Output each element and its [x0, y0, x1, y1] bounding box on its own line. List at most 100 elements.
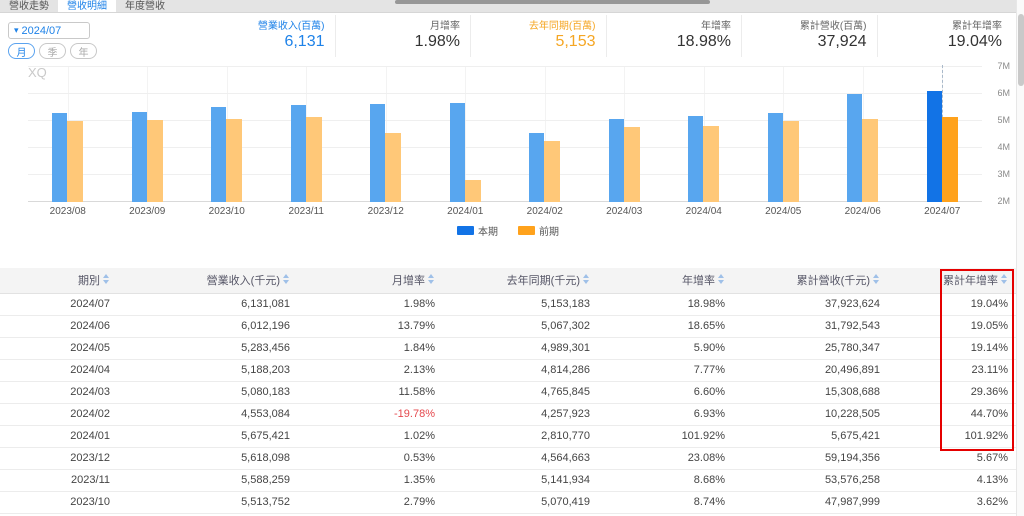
stat-label: 營業收入(百萬) [257, 21, 325, 32]
period-button-0[interactable]: 月 [8, 43, 35, 59]
column-header-3[interactable]: 去年同期(千元) [443, 268, 598, 294]
cell-3-4: 7.77% [598, 359, 733, 382]
period-button-1[interactable]: 季 [39, 43, 66, 59]
bar-previous-2023/09[interactable] [146, 119, 163, 202]
bar-previous-2024/07[interactable] [941, 116, 958, 202]
cell-4-4: 6.60% [598, 381, 733, 404]
bar-previous-2024/05[interactable] [782, 121, 799, 202]
cell-0-5: 37,923,624 [733, 293, 888, 316]
bar-previous-2023/08[interactable] [67, 120, 84, 202]
bar-current-2024/06[interactable] [847, 93, 863, 202]
tab-1[interactable]: 營收明細 [58, 0, 116, 12]
x-label-2024/05: 2024/05 [765, 206, 802, 217]
revenue-table: 期別 營業收入(千元) 月增率 去年同期(千元) 年增率 累計營收(千元) 累計年增率 20… [0, 268, 1016, 514]
table-row-2024/07[interactable]: 2024/07 6,131,081 1.98% 5,153,183 18.98% 37,9… [0, 293, 1016, 316]
bar-current-2024/02[interactable] [529, 133, 545, 202]
gridline-4M: 4M [28, 142, 1010, 152]
x-label-2023/12: 2023/12 [367, 206, 404, 217]
column-header-4[interactable]: 年增率 [598, 268, 733, 294]
y-tick-label: 5M [997, 115, 1010, 125]
bar-previous-2023/12[interactable] [385, 132, 402, 202]
cell-0-0: 2024/07 [0, 293, 118, 316]
table-row-2024/04[interactable]: 2024/04 5,188,203 2.13% 4,814,286 7.77% 20,49… [0, 359, 1016, 382]
legend-swatch [457, 226, 474, 235]
vertical-scrollbar[interactable] [1016, 0, 1024, 516]
bar-current-2024/05[interactable] [767, 113, 783, 202]
chart-group-2023/08 [28, 67, 108, 202]
stat-cell-5: 累計年增率 19.04% [878, 15, 1013, 57]
period-select[interactable]: ▾ 2024/07 [8, 22, 90, 39]
cell-5-1: 4,553,084 [118, 403, 298, 426]
y-tick-label: 4M [997, 142, 1010, 152]
cell-9-0: 2023/10 [0, 491, 118, 514]
table-row-2023/10[interactable]: 2023/10 5,513,752 2.79% 5,070,419 8.74% 47,98… [0, 491, 1016, 514]
column-header-1[interactable]: 營業收入(千元) [118, 268, 298, 294]
bar-previous-2024/03[interactable] [623, 127, 640, 202]
gridline-2M: 2M [28, 196, 1010, 206]
x-label-2023/08: 2023/08 [49, 206, 86, 217]
bar-current-2023/12[interactable] [370, 104, 386, 202]
cell-2-1: 5,283,456 [118, 337, 298, 360]
cell-1-4: 18.65% [598, 315, 733, 338]
bar-current-2023/10[interactable] [211, 107, 227, 202]
bar-current-2023/11[interactable] [290, 105, 306, 202]
cell-6-6: 101.92% [888, 425, 1016, 448]
cell-8-6: 4.13% [888, 469, 1016, 492]
bar-previous-2024/04[interactable] [703, 126, 720, 202]
table-row-2024/03[interactable]: 2024/03 5,080,183 11.58% 4,765,845 6.60% 15,3… [0, 381, 1016, 404]
bar-previous-2024/01[interactable] [464, 180, 481, 202]
column-header-label: 去年同期(千元) [506, 275, 580, 288]
bar-previous-2024/02[interactable] [544, 140, 561, 202]
chart-x-labels: 2023/08 2023/09 2023/10 2023/11 2023/12 2024/… [28, 206, 982, 217]
legend-item-1[interactable]: 前期 [518, 223, 559, 238]
bar-previous-2023/11[interactable] [305, 117, 322, 202]
cell-3-3: 4,814,286 [443, 359, 598, 382]
cell-0-3: 5,153,183 [443, 293, 598, 316]
cell-8-3: 5,141,934 [443, 469, 598, 492]
column-header-5[interactable]: 累計營收(千元) [733, 268, 888, 294]
stat-value: 5,153 [555, 33, 596, 50]
cell-2-3: 4,989,301 [443, 337, 598, 360]
column-header-label: 月增率 [392, 275, 425, 288]
tab-0[interactable]: 營收走勢 [9, 1, 49, 12]
bar-previous-2023/10[interactable] [226, 119, 243, 202]
cell-4-2: 11.58% [298, 381, 443, 404]
cell-1-6: 19.05% [888, 315, 1016, 338]
table-row-2024/05[interactable]: 2024/05 5,283,456 1.84% 4,989,301 5.90% 25,78… [0, 337, 1016, 360]
bar-current-2023/08[interactable] [52, 113, 68, 202]
table-row-2024/02[interactable]: 2024/02 4,553,084 -19.78% 4,257,923 6.93% 10,… [0, 403, 1016, 426]
stat-cell-2: 去年同期(百萬) 5,153 [471, 15, 607, 57]
table-row-2023/11[interactable]: 2023/11 5,588,259 1.35% 5,141,934 8.68% 53,57… [0, 469, 1016, 492]
x-label-2024/06: 2024/06 [844, 206, 881, 217]
horizontal-scrollbar-thumb[interactable] [395, 0, 710, 4]
gridline-3M: 3M [28, 169, 1010, 179]
cell-4-0: 2024/03 [0, 381, 118, 404]
vertical-scrollbar-thumb[interactable] [1018, 14, 1024, 86]
column-header-6[interactable]: 累計年增率 [888, 268, 1016, 294]
period-button-2[interactable]: 年 [70, 43, 97, 59]
bar-current-2024/04[interactable] [688, 115, 704, 202]
column-header-2[interactable]: 月增率 [298, 268, 443, 294]
column-header-0[interactable]: 期別 [0, 268, 118, 294]
table-row-2023/12[interactable]: 2023/12 5,618,098 0.53% 4,564,663 23.08% 59,1… [0, 447, 1016, 470]
table-row-2024/01[interactable]: 2024/01 5,675,421 1.02% 2,810,770 101.92% 5,6… [0, 425, 1016, 448]
legend-label: 本期 [478, 227, 498, 238]
revenue-table-wrap: 期別 營業收入(千元) 月增率 去年同期(千元) 年增率 累計營收(千元) 累計年增率 20… [0, 268, 1016, 514]
cell-2-0: 2024/05 [0, 337, 118, 360]
bar-current-2024/01[interactable] [449, 102, 465, 202]
bar-previous-2024/06[interactable] [862, 119, 879, 202]
x-label-2024/02: 2024/02 [526, 206, 563, 217]
cell-3-2: 2.13% [298, 359, 443, 382]
cell-8-1: 5,588,259 [118, 469, 298, 492]
bar-current-2023/09[interactable] [131, 111, 147, 202]
cell-4-3: 4,765,845 [443, 381, 598, 404]
tab-bar: 營收走勢 營收明細 年度營收 [0, 0, 1016, 13]
column-header-label: 累計年增率 [943, 275, 998, 288]
sort-icon [1001, 274, 1008, 285]
bar-current-2024/07[interactable] [926, 90, 942, 202]
tab-2[interactable]: 年度營收 [125, 1, 165, 12]
legend-item-0[interactable]: 本期 [457, 223, 498, 238]
bar-current-2024/03[interactable] [608, 118, 624, 202]
table-row-2024/06[interactable]: 2024/06 6,012,196 13.79% 5,067,302 18.65% 31,… [0, 315, 1016, 338]
sort-icon [103, 274, 110, 285]
